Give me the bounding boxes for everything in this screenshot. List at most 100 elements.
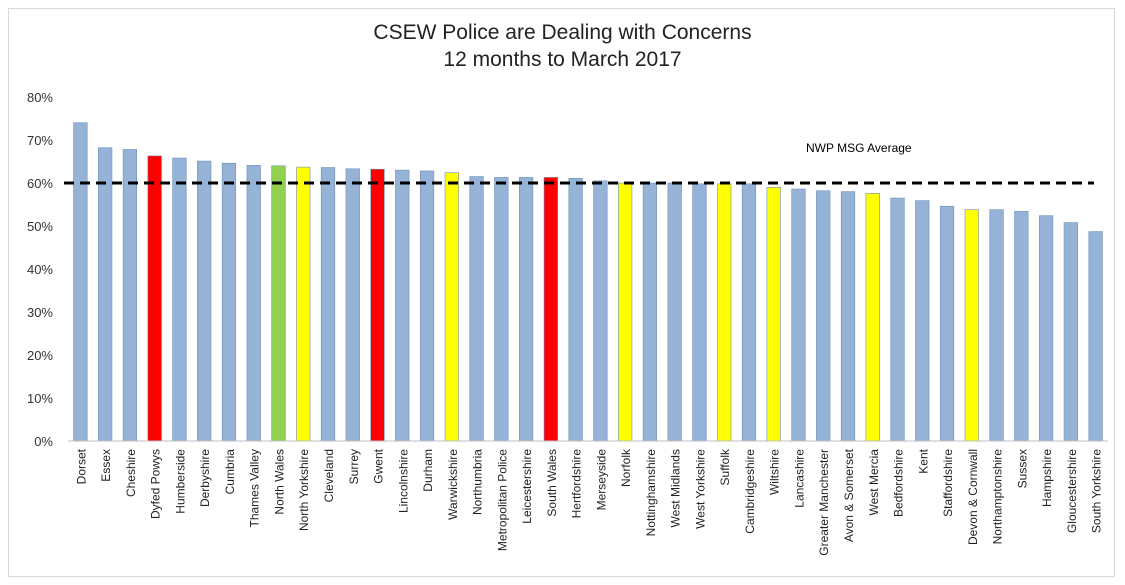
chart-frame	[8, 8, 1115, 577]
x-tick-label: West Yorkshire	[693, 449, 707, 529]
x-tick-label: Lancashire	[792, 449, 806, 508]
y-tick-label: 40%	[27, 262, 53, 277]
bar-humberside	[172, 157, 187, 442]
y-tick-label: 50%	[27, 219, 53, 234]
x-tick-label: West Midlands	[669, 449, 683, 527]
x-tick-label: Merseyside	[594, 449, 608, 511]
bar-nottinghamshire	[642, 182, 658, 442]
y-tick-label: 60%	[27, 176, 53, 191]
x-tick-label: Wiltshire	[768, 449, 782, 495]
x-tick-label: North Wales	[272, 449, 286, 515]
x-tick-label: Kent	[916, 448, 930, 473]
y-axis-labels: 0% 10% 20% 30% 40% 50% 60% 70% 80%	[27, 90, 53, 449]
chart-title: CSEW Police are Dealing with Concerns	[373, 21, 752, 44]
bars	[73, 122, 1103, 442]
bar-greater-manchester	[816, 190, 831, 442]
x-tick-label: Suffolk	[718, 448, 732, 485]
bar-bedfordshire	[890, 197, 905, 442]
chart-subtitle: 12 months to March 2017	[443, 48, 682, 71]
x-tick-label: Devon & Cornwall	[966, 449, 980, 545]
x-tick-label: South Yorkshire	[1090, 449, 1104, 533]
x-tick-label: Cleveland	[322, 449, 336, 502]
bar-hampshire	[1038, 215, 1054, 442]
bar-cambridgeshire	[741, 183, 757, 442]
bar-leicestershire	[518, 177, 534, 442]
bar-north-wales	[271, 165, 286, 442]
x-tick-label: Essex	[99, 449, 113, 482]
bar-cleveland	[320, 167, 336, 442]
y-tick-label: 70%	[27, 133, 53, 148]
bar-surrey	[345, 168, 360, 442]
bar-dyfed-powys	[147, 155, 162, 442]
y-tick-label: 30%	[27, 305, 53, 320]
y-tick-label: 10%	[27, 391, 53, 406]
bar-avon-somerset	[840, 191, 856, 442]
x-tick-label: Hertfordshire	[570, 449, 584, 519]
bar-northumbria	[469, 176, 484, 442]
bar-gwent	[370, 168, 385, 442]
x-tick-label: Gwent	[372, 448, 386, 483]
bar-west-yorkshire	[692, 183, 707, 442]
bar-lincolnshire	[395, 169, 410, 442]
bar-cheshire	[122, 149, 138, 442]
x-tick-label: Norfolk	[619, 448, 633, 487]
bar-wiltshire	[766, 187, 781, 442]
x-tick-label: Thames Valley	[248, 449, 262, 527]
y-tick-label: 0%	[34, 434, 53, 449]
bar-durham	[419, 170, 435, 442]
x-tick-label: Greater Manchester	[817, 449, 831, 556]
x-axis-labels: Dorset Essex Cheshire Dyfed Powys Humberside…	[74, 448, 1103, 556]
x-tick-label: Metropolitan Police	[495, 449, 509, 551]
x-tick-label: Avon & Somerset	[842, 448, 856, 542]
x-tick-label: Hampshire	[1040, 449, 1054, 507]
bar-cumbria	[221, 162, 237, 442]
x-tick-label: South Wales	[545, 449, 559, 517]
bar-suffolk	[717, 183, 732, 442]
x-tick-label: Cambridgeshire	[743, 449, 757, 534]
x-tick-label: West Mercia	[867, 449, 881, 516]
bar-thames-valley	[246, 165, 261, 442]
x-tick-label: Warwickshire	[446, 449, 460, 520]
x-tick-label: Gloucestershire	[1065, 449, 1079, 533]
x-tick-label: Sussex	[1015, 449, 1029, 488]
x-tick-label: Northumbria	[471, 449, 485, 515]
x-tick-label: Dyfed Powys	[149, 449, 163, 519]
bar-metropolitan-police	[494, 177, 509, 442]
bar-sussex	[1014, 211, 1029, 442]
bar-north-yorkshire	[296, 166, 311, 442]
bar-devon-cornwall	[964, 209, 979, 442]
x-tick-label: Nottinghamshire	[644, 449, 658, 537]
bar-essex	[98, 147, 113, 442]
bar-west-midlands	[667, 182, 682, 442]
x-tick-label: Cumbria	[223, 449, 237, 495]
bar-northamptonshire	[989, 209, 1004, 442]
bar-lancashire	[791, 188, 806, 442]
x-tick-label: Northamptonshire	[991, 449, 1005, 545]
bar-west-mercia	[865, 193, 880, 442]
x-tick-label: Derbyshire	[198, 449, 212, 507]
bar-south-yorkshire	[1088, 231, 1103, 442]
bar-south-wales	[543, 177, 558, 442]
x-tick-label: Cheshire	[124, 449, 138, 497]
x-tick-label: Durham	[421, 449, 435, 492]
x-tick-label: Surrey	[347, 449, 361, 484]
x-tick-label: Lincolnshire	[396, 449, 410, 513]
bar-dorset	[73, 122, 88, 442]
bar-hertfordshire	[568, 177, 583, 442]
x-tick-label: Bedfordshire	[892, 449, 906, 517]
x-tick-label: North Yorkshire	[297, 449, 311, 531]
x-tick-label: Humberside	[173, 449, 187, 514]
nwp-msg-average-label: NWP MSG Average	[806, 141, 912, 155]
bar-merseyside	[593, 180, 608, 442]
bar-warwickshire	[444, 172, 459, 442]
y-tick-label: 80%	[27, 90, 53, 105]
bar-derbyshire	[197, 160, 212, 442]
bar-staffordshire	[939, 205, 955, 442]
bar-kent	[915, 200, 930, 442]
x-tick-label: Leicestershire	[520, 449, 534, 524]
x-tick-label: Dorset	[74, 448, 88, 484]
x-tick-label: Staffordshire	[941, 449, 955, 517]
y-tick-label: 20%	[27, 348, 53, 363]
bar-gloucestershire	[1063, 222, 1078, 442]
